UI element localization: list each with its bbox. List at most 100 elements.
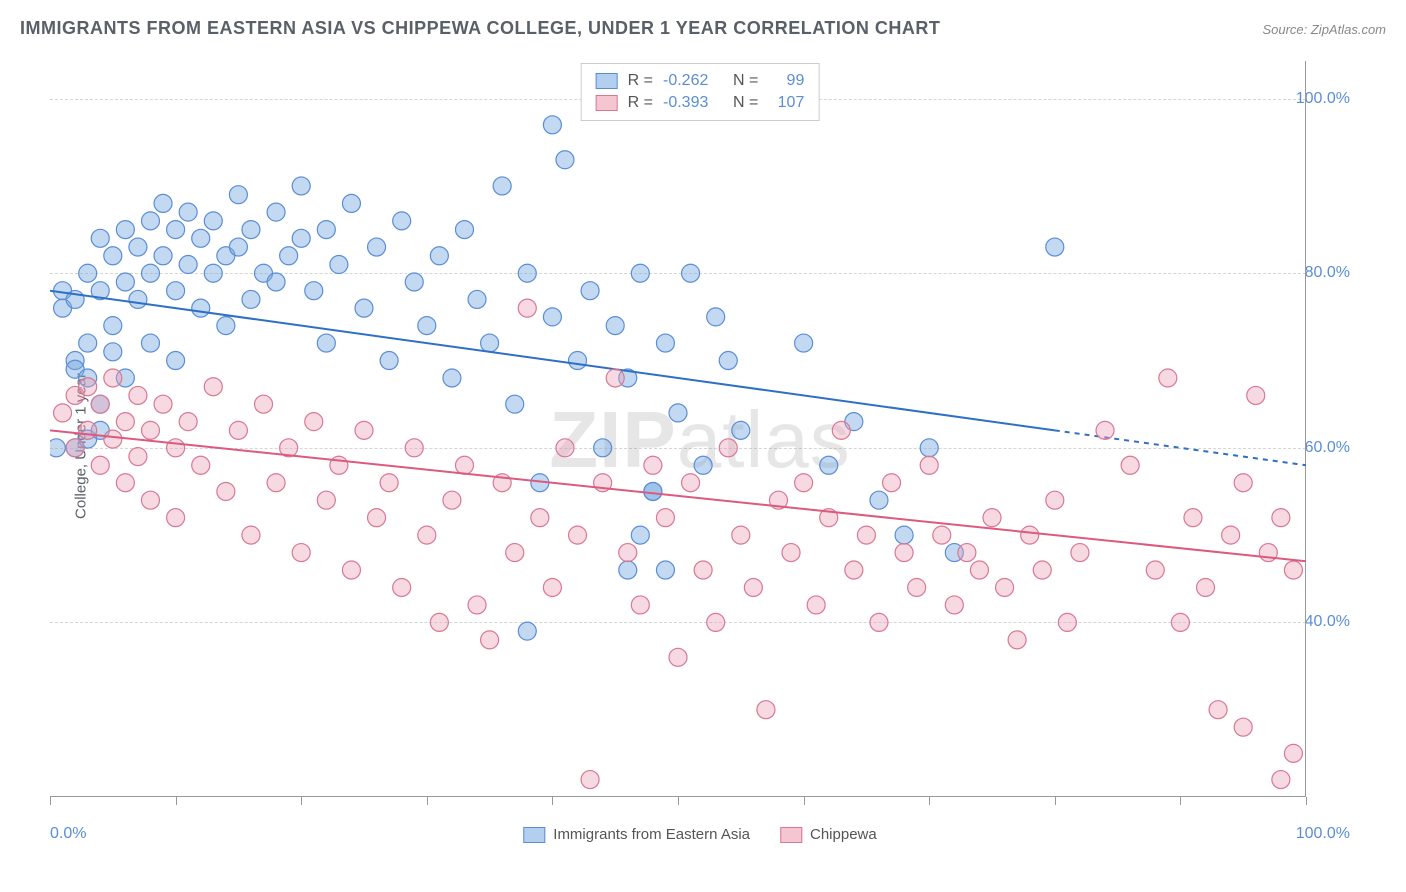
data-point — [631, 264, 649, 282]
data-point — [1171, 613, 1189, 631]
data-point — [719, 439, 737, 457]
data-point — [1046, 238, 1064, 256]
data-point — [129, 448, 147, 466]
data-point — [581, 771, 599, 789]
data-point — [280, 247, 298, 265]
data-point — [543, 578, 561, 596]
data-point — [455, 221, 473, 239]
x-tick — [427, 797, 428, 805]
data-point — [518, 299, 536, 317]
data-point — [141, 491, 159, 509]
data-point — [129, 290, 147, 308]
legend-series-item: Immigrants from Eastern Asia — [523, 826, 750, 843]
chart-area: ZIPatlas 40.0%60.0%80.0%100.0% R =-0.262… — [50, 55, 1350, 825]
data-point — [1071, 544, 1089, 562]
data-point — [682, 264, 700, 282]
x-tick — [50, 797, 51, 805]
data-point — [870, 613, 888, 631]
data-point — [531, 509, 549, 527]
data-point — [443, 491, 461, 509]
data-point — [167, 509, 185, 527]
data-point — [267, 203, 285, 221]
data-point — [569, 526, 587, 544]
data-point — [594, 439, 612, 457]
data-point — [418, 317, 436, 335]
data-point — [1046, 491, 1064, 509]
data-point — [192, 456, 210, 474]
data-point — [393, 578, 411, 596]
data-point — [79, 264, 97, 282]
data-point — [317, 221, 335, 239]
data-point — [933, 526, 951, 544]
data-point — [782, 544, 800, 562]
data-point — [895, 544, 913, 562]
data-point — [104, 369, 122, 387]
x-tick — [678, 797, 679, 805]
data-point — [141, 334, 159, 352]
data-point — [204, 264, 222, 282]
legend-correlation-row: R =-0.393N =107 — [596, 92, 805, 114]
data-point — [870, 491, 888, 509]
x-tick — [301, 797, 302, 805]
legend-n-label: N = — [733, 72, 758, 90]
data-point — [820, 456, 838, 474]
data-point — [179, 203, 197, 221]
data-point — [719, 352, 737, 370]
data-point — [229, 421, 247, 439]
legend-n-label: N = — [733, 94, 758, 112]
data-point — [305, 282, 323, 300]
data-point — [556, 439, 574, 457]
data-point — [883, 474, 901, 492]
data-point — [393, 212, 411, 230]
data-point — [1284, 744, 1302, 762]
data-point — [104, 343, 122, 361]
data-point — [707, 613, 725, 631]
data-point — [958, 544, 976, 562]
legend-series-label: Chippewa — [810, 826, 877, 843]
data-point — [1234, 718, 1252, 736]
data-point — [631, 526, 649, 544]
legend-swatch — [596, 73, 618, 89]
data-point — [1272, 771, 1290, 789]
data-point — [154, 194, 172, 212]
x-tick — [552, 797, 553, 805]
data-point — [330, 256, 348, 274]
data-point — [1234, 474, 1252, 492]
legend-series: Immigrants from Eastern Asia Chippewa — [523, 826, 876, 843]
data-point — [518, 622, 536, 640]
x-end-label: 100.0% — [1296, 825, 1350, 843]
data-point — [79, 334, 97, 352]
data-point — [104, 430, 122, 448]
data-point — [707, 308, 725, 326]
data-point — [1197, 578, 1215, 596]
data-point — [656, 561, 674, 579]
data-point — [91, 229, 109, 247]
source-label: Source: ZipAtlas.com — [1262, 22, 1386, 37]
data-point — [355, 299, 373, 317]
plot-area: ZIPatlas 40.0%60.0%80.0%100.0% R =-0.262… — [50, 55, 1350, 825]
data-point — [920, 439, 938, 457]
data-point — [795, 334, 813, 352]
data-point — [405, 273, 423, 291]
data-point — [1284, 561, 1302, 579]
legend-n-value: 99 — [768, 72, 804, 90]
legend-swatch — [523, 827, 545, 843]
x-tick — [929, 797, 930, 805]
data-point — [129, 386, 147, 404]
data-point — [543, 116, 561, 134]
data-point — [732, 421, 750, 439]
data-point — [581, 282, 599, 300]
data-point — [167, 352, 185, 370]
data-point — [682, 474, 700, 492]
data-point — [217, 317, 235, 335]
data-point — [192, 229, 210, 247]
data-point — [129, 238, 147, 256]
data-point — [506, 544, 524, 562]
data-point — [1008, 631, 1026, 649]
data-point — [895, 526, 913, 544]
data-point — [405, 439, 423, 457]
data-point — [543, 308, 561, 326]
data-point — [217, 482, 235, 500]
data-point — [1021, 526, 1039, 544]
data-point — [455, 456, 473, 474]
